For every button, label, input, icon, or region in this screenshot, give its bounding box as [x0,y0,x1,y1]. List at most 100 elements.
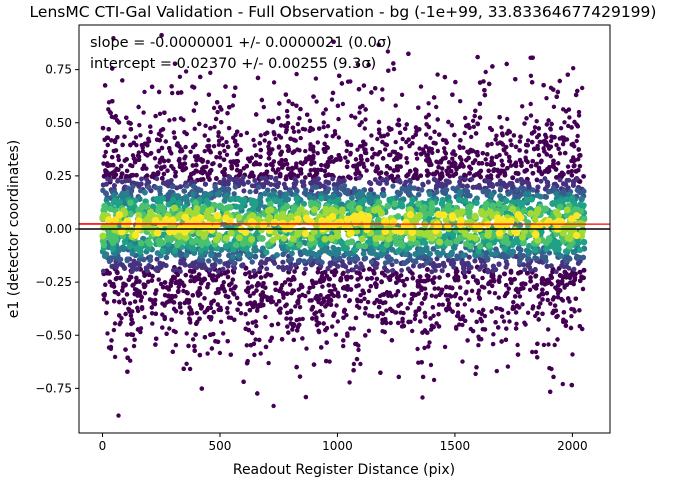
scatter-point [268,174,274,180]
scatter-point [211,161,216,166]
scatter-point [333,332,339,337]
scatter-point [320,313,325,318]
scatter-point [268,181,274,188]
scatter-point [183,69,189,74]
scatter-point [181,366,186,371]
scatter-point [320,284,325,289]
scatter-point [357,110,362,115]
scatter-point [469,134,474,140]
scatter-point [290,150,295,155]
scatter-point [577,308,582,313]
scatter-point [290,125,296,130]
scatter-point [440,302,445,307]
scatter-point [534,135,540,140]
scatter-point [378,299,383,304]
scatter-point [169,184,176,190]
scatter-point [157,260,163,266]
scatter-point [155,170,161,175]
scatter-point [281,181,287,187]
scatter-point [135,289,140,294]
scatter-point [152,301,158,307]
scatter-point [452,152,458,158]
scatter-point [264,257,270,263]
scatter-point [243,326,248,331]
scatter-point [322,141,327,146]
scatter-point [208,126,213,131]
scatter-point [193,332,198,337]
scatter-point [462,130,467,136]
scatter-point [547,365,552,371]
scatter-point [510,175,516,181]
scatter-point [177,301,183,306]
scatter-point [405,266,411,272]
scatter-point [145,143,150,148]
scatter-point [292,269,297,274]
scatter-point [509,278,515,283]
scatter-point [136,183,142,189]
scatter-point [391,66,397,72]
scatter-point [139,176,144,182]
scatter-point [423,314,428,319]
scatter-point [548,127,553,132]
scatter-point [532,125,538,130]
scatter-point [134,266,139,272]
scatter-point [154,164,159,169]
scatter-point [245,156,251,161]
scatter-point [555,279,561,285]
scatter-point [568,280,573,285]
scatter-point [474,319,479,324]
scatter-point [539,277,545,283]
scatter-point [258,351,263,356]
scatter-point [405,306,410,311]
scatter-point [354,356,360,362]
scatter-point [345,142,350,147]
scatter-point [235,307,240,312]
scatter-point [253,188,259,194]
scatter-point [439,290,444,295]
scatter-point [272,260,278,266]
scatter-point [258,154,263,160]
scatter-point [330,176,336,182]
scatter-point [345,159,350,165]
scatter-point [195,319,200,325]
scatter-point [541,342,547,348]
scatter-point [265,271,270,277]
scatter-point [545,169,551,175]
scatter-point [530,304,536,309]
scatter-point [294,364,299,370]
scatter-point [442,344,448,350]
scatter-point [227,300,233,305]
scatter-point [330,324,335,329]
scatter-point [179,90,184,95]
scatter-point [297,322,302,327]
scatter-point [394,156,400,162]
scatter-point [505,290,510,295]
scatter-point [106,127,111,132]
scatter-point [318,162,324,168]
scatter-point [540,287,545,293]
scatter-point [165,168,170,173]
scatter-point [557,78,562,84]
scatter-point [576,109,582,115]
scatter-point [494,154,499,160]
scatter-point [321,120,326,125]
scatter-point [528,113,534,118]
scatter-point [140,148,146,154]
scatter-point [369,90,374,95]
scatter-point [273,175,279,181]
scatter-point [522,267,528,273]
scatter-point [400,316,405,322]
scatter-point [141,282,146,287]
scatter-point [336,135,341,140]
scatter-point [356,347,361,353]
scatter-point [365,299,371,305]
scatter-point [153,297,158,303]
scatter-point [298,171,304,176]
scatter-point [247,293,253,299]
scatter-point [480,327,485,332]
scatter-point [287,266,293,272]
scatter-point [538,178,544,184]
scatter-point [183,144,188,150]
scatter-point [431,176,437,182]
scatter-point [469,308,475,313]
